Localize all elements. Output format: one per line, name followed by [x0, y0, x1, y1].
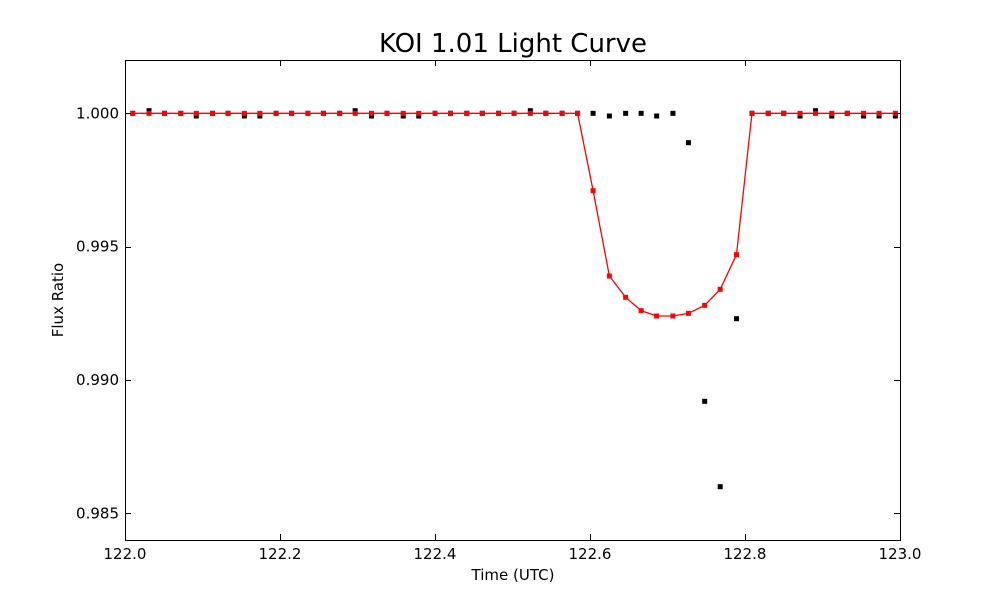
plot-frame [125, 60, 901, 541]
observed-point [590, 110, 596, 116]
model-point [448, 110, 453, 116]
observed-point [797, 113, 803, 119]
y-tick-label: 0.985 [76, 504, 119, 522]
observed-point [146, 108, 152, 114]
chart-title: KOI 1.01 Light Curve [379, 29, 647, 59]
model-point [685, 310, 691, 316]
model-point [178, 110, 184, 116]
model-point [765, 110, 771, 116]
observed-point [892, 113, 898, 119]
model-point [289, 110, 295, 116]
y-tick-label: 1.000 [76, 104, 119, 122]
model-point [861, 110, 867, 116]
model-point [702, 302, 708, 308]
model-point [623, 294, 629, 300]
model-point [670, 313, 676, 319]
observed-point [876, 113, 882, 119]
model-point [813, 110, 819, 116]
model-point [829, 110, 835, 116]
observed-point [861, 113, 867, 119]
model-point [193, 110, 199, 116]
observed-point [717, 484, 723, 490]
model-point [797, 110, 803, 116]
model-point [575, 110, 581, 116]
observed-point [368, 113, 374, 119]
model-point [337, 110, 343, 116]
x-tick-label: 122.0 [104, 545, 147, 563]
model-point [225, 110, 231, 116]
model-point [273, 110, 279, 116]
observed-point [527, 108, 533, 114]
model-point [210, 110, 216, 116]
model-point [320, 110, 326, 116]
model-line [132, 112, 896, 317]
model-point [781, 110, 787, 116]
observed-point [352, 108, 358, 114]
x-tick-label: 122.4 [414, 545, 457, 563]
observed-point [623, 110, 629, 116]
y-axis-label: Flux Ratio [49, 263, 67, 337]
model-point [717, 286, 723, 292]
y-tick-label: 0.995 [76, 238, 119, 256]
model-point [543, 110, 549, 116]
y-tick-label: 0.990 [76, 371, 119, 389]
observed-point [257, 113, 263, 119]
x-tick-label: 122.6 [569, 545, 612, 563]
model-point [368, 110, 374, 116]
model-point [400, 110, 406, 116]
model-point [844, 110, 850, 116]
observed-point [813, 108, 819, 114]
model-point [733, 252, 739, 258]
model-point [384, 110, 390, 116]
model-point [464, 110, 470, 116]
model-point [606, 273, 612, 279]
model-point [241, 110, 247, 116]
observed-point [829, 113, 835, 119]
model-point [654, 313, 660, 319]
model-point [527, 110, 533, 116]
model-point [511, 110, 517, 116]
model-point [479, 110, 485, 116]
y-axis: 0.985 0.990 0.995 1.000 [76, 104, 900, 522]
observed-point [241, 113, 247, 119]
model-point [432, 110, 438, 116]
observed-point [685, 140, 691, 146]
model-point [496, 110, 502, 116]
observed-point [733, 316, 739, 322]
observed-point [606, 113, 612, 119]
observed-point [400, 113, 406, 119]
model-point [257, 110, 263, 116]
model-point [559, 110, 565, 116]
observed-point [702, 398, 708, 404]
model-point [146, 110, 152, 116]
x-axis-label: Time (UTC) [471, 566, 555, 584]
plot-area [130, 108, 898, 490]
observed-point [416, 113, 422, 119]
model-point [352, 110, 358, 116]
x-axis: 122.0 122.2 122.4 122.6 122.8 123.0 [104, 60, 922, 563]
x-tick-label: 122.2 [259, 545, 302, 563]
model-point [876, 110, 882, 116]
model-point [305, 110, 311, 116]
model-point [590, 188, 596, 194]
x-tick-label: 122.8 [724, 545, 767, 563]
x-tick-label: 123.0 [879, 545, 922, 563]
observed-point [638, 110, 644, 116]
model-point [416, 110, 422, 116]
observed-point [670, 110, 676, 116]
model-point [130, 110, 136, 116]
model-point [162, 110, 168, 116]
model-point [638, 308, 644, 314]
model-point [749, 110, 755, 116]
observed-point [193, 113, 199, 119]
observed-point [654, 113, 660, 119]
